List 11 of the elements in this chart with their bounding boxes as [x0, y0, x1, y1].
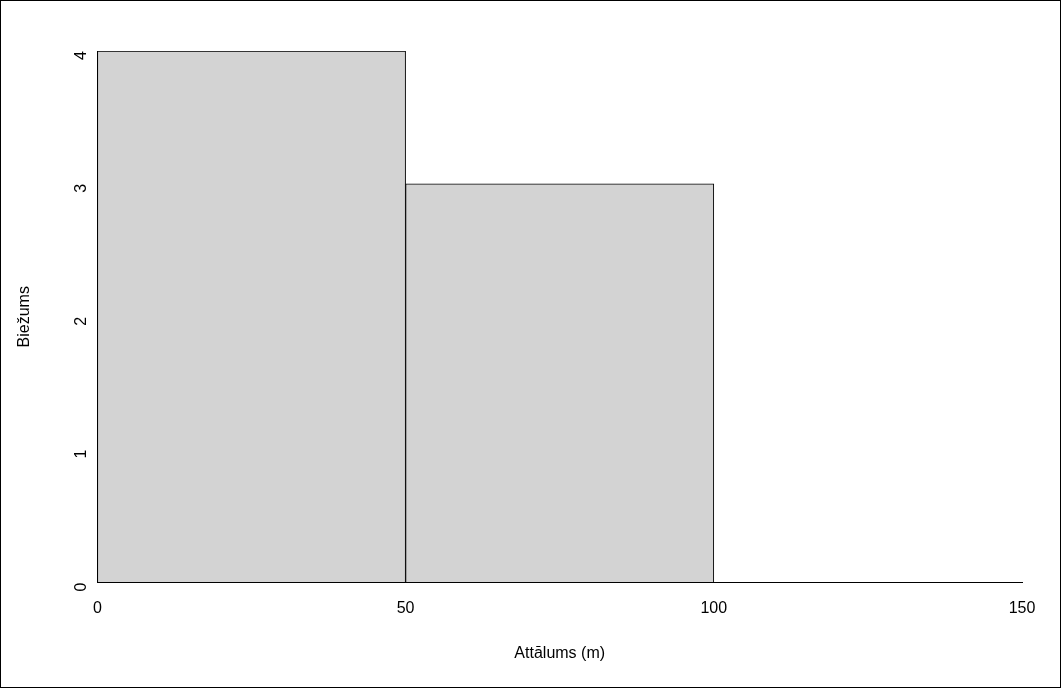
y-tick-label: 2 — [71, 316, 89, 326]
y-axis-title: Biežums — [15, 286, 33, 348]
y-tick-label: 1 — [71, 449, 89, 459]
x-tick-label: 150 — [1008, 598, 1036, 616]
x-axis-title: Attālums (m) — [514, 643, 606, 661]
x-tick-label: 0 — [92, 598, 102, 616]
x-tick-label: 50 — [396, 598, 415, 616]
y-tick-label: 0 — [71, 582, 89, 592]
y-tick-label: 4 — [71, 50, 89, 60]
x-tick-label: 100 — [700, 598, 728, 616]
y-tick-label: 3 — [71, 183, 89, 193]
